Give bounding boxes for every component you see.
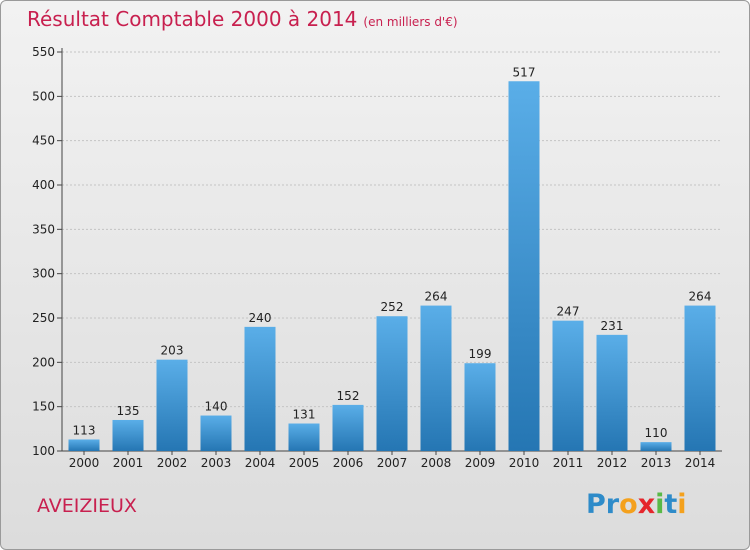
value-label-2001: 135	[117, 404, 140, 418]
y-tick-label: 400	[32, 178, 55, 192]
value-label-2007: 252	[381, 300, 404, 314]
bar-2008	[420, 305, 452, 451]
x-tick-label-2008: 2008	[421, 456, 452, 470]
x-tick-label-2002: 2002	[157, 456, 188, 470]
bar-2012	[596, 334, 628, 451]
y-tick-label: 450	[32, 134, 55, 148]
bar-2006	[332, 404, 364, 451]
bar-2005	[288, 423, 320, 451]
value-label-2009: 199	[469, 347, 492, 361]
x-tick-label-2009: 2009	[465, 456, 496, 470]
bar-2007	[376, 316, 408, 451]
bar-2011	[552, 320, 584, 451]
commune-name: AVEIZIEUX	[37, 495, 137, 517]
value-label-2014: 264	[689, 290, 712, 304]
x-tick-label-2003: 2003	[201, 456, 232, 470]
y-tick-label: 100	[32, 444, 55, 458]
y-tick-label: 350	[32, 222, 55, 236]
y-tick-label: 550	[32, 45, 55, 59]
x-tick-label-2010: 2010	[509, 456, 540, 470]
value-label-2004: 240	[249, 311, 272, 325]
y-tick-label: 150	[32, 400, 55, 414]
logo-letter: t	[664, 489, 678, 520]
x-tick-label-2011: 2011	[553, 456, 584, 470]
proxiti-logo: Proxiti	[586, 489, 687, 520]
value-label-2006: 152	[337, 389, 360, 403]
bar-2000	[68, 439, 100, 451]
bar-2013	[640, 442, 672, 451]
title-text: Résultat Comptable 2000 à 2014	[27, 7, 358, 31]
chart-subtitle: (en milliers d'€)	[363, 15, 458, 29]
logo-letter: i	[677, 489, 687, 520]
bars	[68, 81, 716, 451]
value-label-2013: 110	[645, 426, 668, 440]
value-label-2002: 203	[161, 344, 184, 358]
bar-2003	[200, 415, 232, 451]
y-tick-label: 500	[32, 89, 55, 103]
logo-letter: P	[586, 489, 606, 520]
bar-2002	[156, 359, 188, 451]
chart-title: Résultat Comptable 2000 à 2014 (en millie…	[27, 7, 458, 31]
x-tick-label-2013: 2013	[641, 456, 672, 470]
value-label-2008: 264	[425, 290, 448, 304]
logo-letter: o	[619, 489, 638, 520]
x-tick-label-2000: 2000	[69, 456, 100, 470]
x-tick-label-2004: 2004	[245, 456, 276, 470]
y-tick-label: 300	[32, 267, 55, 281]
logo-letter: r	[605, 489, 620, 520]
logo-letter: i	[655, 489, 665, 520]
value-label-2012: 231	[601, 319, 624, 333]
value-label-2000: 113	[73, 423, 96, 437]
bar-2010	[508, 81, 540, 451]
value-label-2005: 131	[293, 408, 316, 422]
bar-2014	[684, 305, 716, 451]
x-tick-label-2012: 2012	[597, 456, 628, 470]
bar-2009	[464, 363, 496, 451]
x-tick-label-2001: 2001	[113, 456, 144, 470]
labels: 100 150 200 250 300 350 400 450 500 550 113 2000 135…	[32, 45, 715, 470]
logo-letter: x	[637, 489, 656, 520]
value-label-2011: 247	[557, 305, 580, 319]
bar-2001	[112, 419, 144, 451]
y-tick-label: 200	[32, 355, 55, 369]
bar-2004	[244, 326, 276, 451]
x-tick-label-2005: 2005	[289, 456, 320, 470]
x-tick-label-2014: 2014	[685, 456, 716, 470]
y-tick-label: 250	[32, 311, 55, 325]
value-label-2010: 517	[513, 65, 536, 79]
value-label-2003: 140	[205, 400, 228, 414]
x-tick-label-2007: 2007	[377, 456, 408, 470]
x-tick-label-2006: 2006	[333, 456, 364, 470]
